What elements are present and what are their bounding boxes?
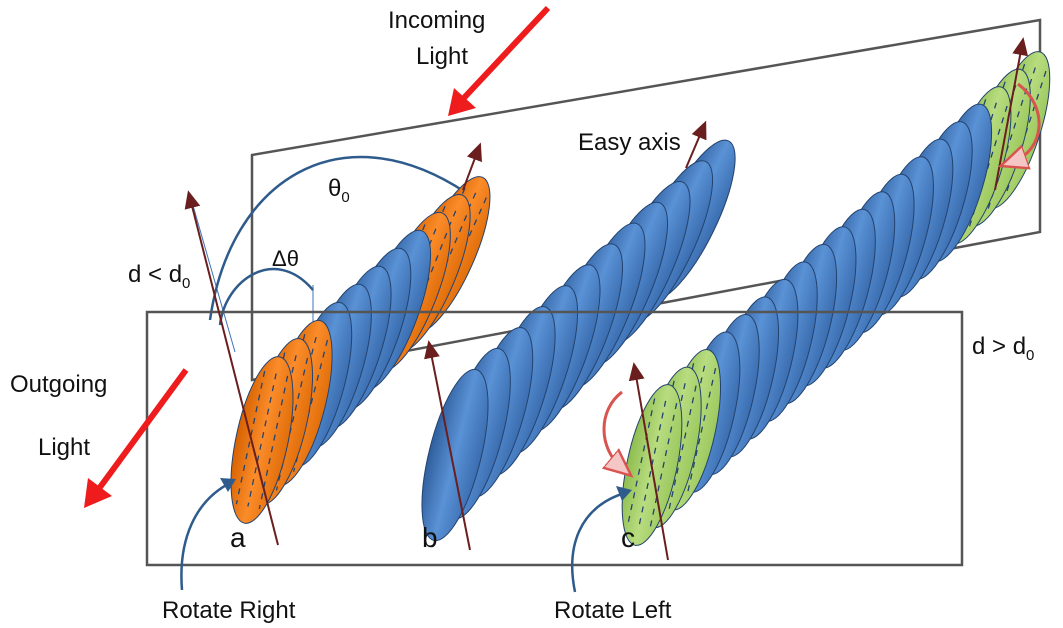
outgoing-label-line2: Light — [38, 434, 90, 461]
ellipsoid-c-1-hatch — [667, 385, 697, 514]
d-less-subscript: 0 — [182, 275, 190, 292]
ellipsoid-b-0 — [421, 368, 489, 542]
label-c: c — [621, 522, 635, 553]
d-less-label: d < d0 — [128, 261, 190, 292]
theta0-label: θ0 — [328, 175, 350, 206]
easy-axis-label: Easy axis — [578, 129, 681, 156]
dtheta-label: Δθ — [272, 246, 299, 271]
label-b: b — [422, 522, 438, 553]
easy-axis-arrow-c — [628, 362, 669, 561]
incoming-light-arrow — [448, 5, 551, 116]
d-greater-label: d > d0 — [972, 333, 1034, 364]
d-greater-text: d > d — [972, 333, 1026, 360]
ellipsoid-a-0-hatch — [235, 370, 266, 505]
d-greater-subscript: 0 — [1026, 347, 1034, 364]
easy-axis-arrow-b2 — [685, 120, 707, 169]
callout-rotate-right-head — [220, 478, 236, 492]
stack-b — [421, 139, 736, 542]
outgoing-label-line1: Outgoing — [10, 371, 107, 398]
ellipsoid-a-0-hatch — [247, 373, 277, 507]
theta0-arc — [208, 155, 466, 321]
rotate-right-label: Rotate Right — [162, 597, 296, 624]
ellipsoid-c-2-hatch — [686, 368, 717, 497]
theta0-symbol: θ — [328, 175, 341, 202]
easy-axis-arrow-a2 — [462, 142, 482, 191]
front-plane — [145, 310, 964, 567]
incoming-label-line1: Incoming — [388, 7, 485, 34]
easy-axis-arrow-b — [424, 340, 471, 551]
stack-a — [230, 176, 491, 524]
rotate-left-curl — [604, 390, 622, 468]
easy-axis-arrow-a — [184, 190, 279, 546]
theta0-subscript: 0 — [341, 189, 349, 206]
back-plane — [250, 18, 1042, 382]
rotate-right-curl — [1012, 82, 1041, 162]
incoming-label-line2: Light — [416, 43, 468, 70]
callout-rotate-right — [180, 480, 233, 591]
director-line-top — [189, 194, 236, 353]
d-less-text: d < d — [128, 261, 182, 288]
label-a: a — [230, 522, 246, 553]
callout-rotate-left — [571, 490, 629, 593]
rotate-left-label: Rotate Left — [554, 597, 672, 624]
ellipsoid-c-0-hatch — [626, 398, 656, 527]
callout-rotate-left-head — [616, 486, 632, 501]
ellipsoid-a-0 — [230, 356, 294, 524]
stack-c — [621, 51, 1051, 546]
outgoing-light-arrow — [84, 368, 189, 508]
ellipsoid-c-0-hatch — [648, 403, 678, 532]
dtheta-arc — [218, 267, 314, 326]
